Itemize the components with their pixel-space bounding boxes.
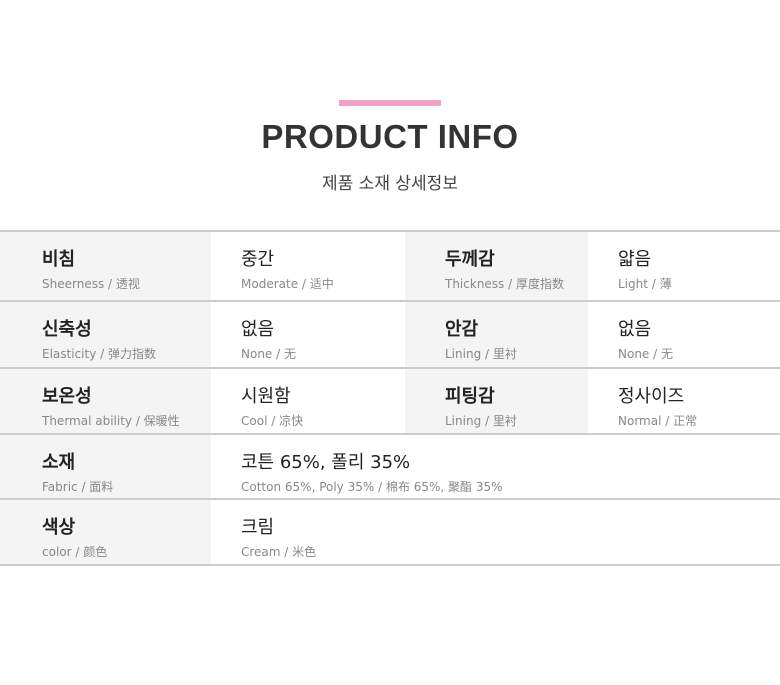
value-sub: Cotton 65%, Poly 35% / 棉布 65%, 聚酯 35% bbox=[241, 480, 503, 494]
label-sub: Thickness / 厚度指数 bbox=[445, 277, 564, 291]
label-sub: Sheerness / 透视 bbox=[42, 277, 140, 291]
label-cell: 보온성 Thermal ability / 保暖性 bbox=[0, 369, 211, 433]
label-sub: color / 颜色 bbox=[42, 545, 108, 559]
value-sub: None / 无 bbox=[618, 347, 673, 361]
value-sub: Cool / 凉快 bbox=[241, 414, 304, 428]
table-row: 신축성 Elasticity / 弹力指数 없음 None / 无 안감 Lining… bbox=[0, 302, 780, 369]
value: 없음 bbox=[618, 319, 652, 340]
table-row: 보온성 Thermal ability / 保暖性 시원함 Cool / 凉快 피팅… bbox=[0, 369, 780, 435]
value: 없음 bbox=[241, 319, 275, 340]
table-row: 색상 color / 颜色 크림 Cream / 米色 bbox=[0, 500, 780, 566]
page-title: PRODUCT INFO bbox=[261, 118, 519, 155]
label-sub: Fabric / 面料 bbox=[42, 480, 114, 494]
value-cell: 정사이즈 Normal / 正常 bbox=[588, 369, 780, 433]
value: 중간 bbox=[241, 249, 275, 270]
value-cell: 코튼 65%, 폴리 35% Cotton 65%, Poly 35% / 棉布 … bbox=[211, 435, 780, 498]
label-sub: Thermal ability / 保暖性 bbox=[42, 414, 180, 428]
table-row: 비침 Sheerness / 透视 중간 Moderate / 适中 두께감 Thic… bbox=[0, 232, 780, 302]
label-cell: 안감 Lining / 里衬 bbox=[405, 302, 588, 367]
label: 안감 bbox=[445, 319, 479, 340]
value: 코튼 65%, 폴리 35% bbox=[241, 452, 411, 473]
label-sub: Lining / 里衬 bbox=[445, 347, 517, 361]
value-sub: Normal / 正常 bbox=[618, 414, 698, 428]
value-cell: 얇음 Light / 薄 bbox=[588, 232, 780, 300]
value: 얇음 bbox=[618, 249, 652, 270]
label: 보온성 bbox=[42, 386, 92, 407]
value: 시원함 bbox=[241, 386, 291, 407]
label-cell: 두께감 Thickness / 厚度指数 bbox=[405, 232, 588, 300]
value-cell: 크림 Cream / 米色 bbox=[211, 500, 780, 564]
label: 피팅감 bbox=[445, 386, 495, 407]
value: 크림 bbox=[241, 517, 275, 538]
page-subtitle: 제품 소재 상세정보 bbox=[322, 174, 458, 194]
value-sub: Cream / 米色 bbox=[241, 545, 317, 559]
label: 색상 bbox=[42, 517, 76, 538]
value-sub: None / 无 bbox=[241, 347, 296, 361]
label: 두께감 bbox=[445, 249, 495, 270]
label: 비침 bbox=[42, 249, 76, 270]
label-cell: 비침 Sheerness / 透视 bbox=[0, 232, 211, 300]
value-cell: 시원함 Cool / 凉快 bbox=[211, 369, 405, 433]
accent-bar bbox=[339, 100, 441, 106]
value: 정사이즈 bbox=[618, 386, 685, 407]
label-cell: 색상 color / 颜色 bbox=[0, 500, 211, 564]
label-cell: 소재 Fabric / 面料 bbox=[0, 435, 211, 498]
table-row: 소재 Fabric / 面料 코튼 65%, 폴리 35% Cotton 65%, … bbox=[0, 435, 780, 500]
value-sub: Light / 薄 bbox=[618, 277, 672, 291]
value-cell: 없음 None / 无 bbox=[211, 302, 405, 367]
label-sub: Elasticity / 弹力指数 bbox=[42, 347, 156, 361]
label: 소재 bbox=[42, 452, 76, 473]
value-cell: 중간 Moderate / 适中 bbox=[211, 232, 405, 300]
value-sub: Moderate / 适中 bbox=[241, 277, 334, 291]
label-cell: 신축성 Elasticity / 弹力指数 bbox=[0, 302, 211, 367]
label-sub: Lining / 里衬 bbox=[445, 414, 517, 428]
label-cell: 피팅감 Lining / 里衬 bbox=[405, 369, 588, 433]
value-cell: 없음 None / 无 bbox=[588, 302, 780, 367]
product-info-table: 비침 Sheerness / 透视 중간 Moderate / 适中 두께감 Thic… bbox=[0, 230, 780, 566]
label: 신축성 bbox=[42, 319, 92, 340]
